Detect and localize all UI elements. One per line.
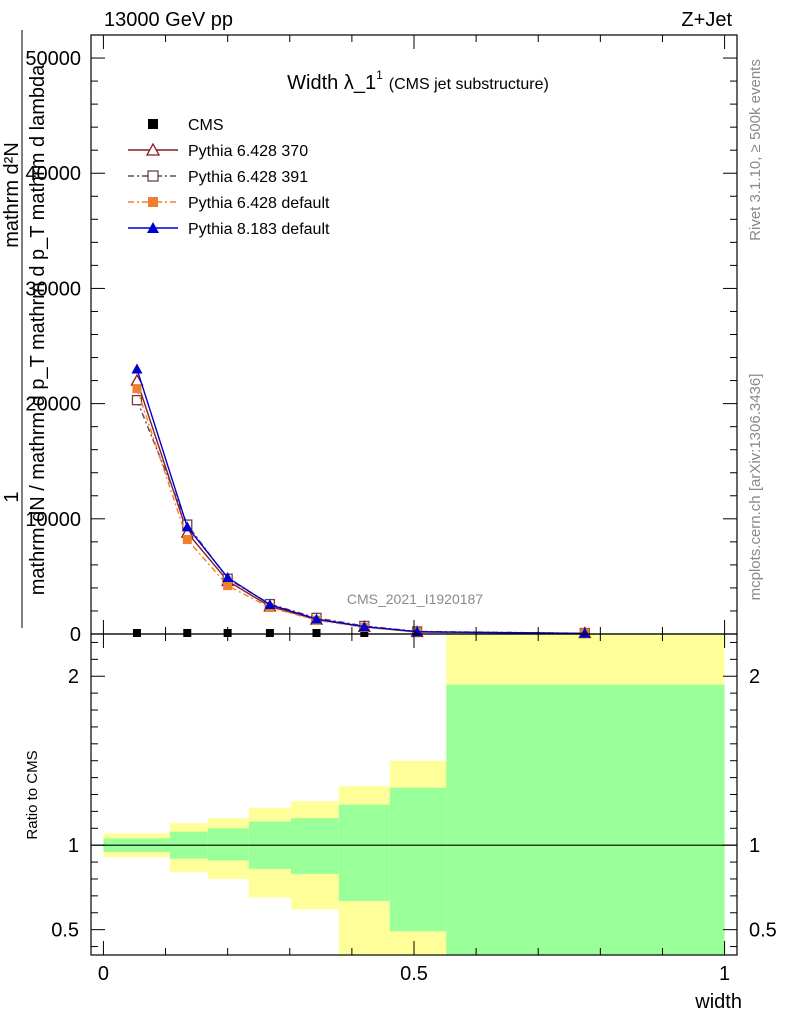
x-axis-label: width: [694, 991, 742, 1013]
legend-label-1: Pythia 6.428 370: [188, 143, 308, 160]
legend-entry-1: Pythia 6.428 370: [128, 142, 308, 160]
ratio-tick-label-right-1: 1: [749, 835, 760, 857]
point-s4-4: [310, 613, 322, 624]
rivet-version-label: Rivet 3.1.10, ≥ 500k events: [747, 59, 764, 241]
axes: 0 10000 20000 30000 40000 50000 0 0.5 1 0.5 0.5 1 1 2…: [25, 34, 777, 985]
series-line-4: [136, 368, 585, 635]
ratio-tick-label-left-2: 2: [68, 666, 79, 688]
point-s4-0: [131, 363, 143, 374]
point-s4-3: [264, 599, 276, 610]
legend-marker-0: [148, 119, 158, 129]
legend-marker-4: [147, 222, 159, 233]
header-energy-label: 13000 GeV pp: [104, 9, 233, 31]
legend-entry-3: Pythia 6.428 default: [128, 195, 330, 212]
point-s4-5: [358, 621, 370, 632]
y-tick-label-0: 0: [70, 624, 81, 646]
point-s3-2: [223, 581, 233, 591]
y-tick-label-1: 10000: [25, 509, 81, 531]
title-note: (CMS jet substructure): [389, 76, 549, 93]
svg-text:Width λ_11(CMS jet substructur: Width λ_11 (CMS jet substructure): [287, 68, 549, 94]
ratio-band-green-2: [207, 828, 249, 861]
point-s4-2: [222, 572, 234, 583]
ratio-band-green-5: [338, 804, 390, 901]
plot-title: Width λ_11 (CMS jet substructure): [287, 68, 549, 94]
y-tick-label-4: 40000: [25, 163, 81, 185]
analysis-watermark: CMS_2021_I1920187: [347, 591, 483, 607]
point-s3-0: [132, 384, 142, 394]
legend-label-3: Pythia 6.428 default: [188, 195, 330, 212]
ratio-tick-label-right-2: 2: [749, 666, 760, 688]
ratio-tick-label-left-1: 1: [68, 835, 79, 857]
point-s0-3: [265, 629, 274, 637]
header-process-label: Z+Jet: [681, 9, 732, 31]
point-s2-0: [131, 395, 143, 406]
ratio-band-green-6: [389, 787, 447, 932]
point-s4-7: [579, 627, 591, 638]
legend-entry-0: CMS: [148, 117, 224, 134]
y-axis-label-numerator: 1: [1, 491, 23, 502]
point-s0-4: [312, 629, 321, 637]
mcplots-credit-label: mcplots.cern.ch [arXiv:1306.3436]: [747, 374, 764, 601]
legend-marker-1: [145, 142, 161, 156]
title-main: Width λ_1: [287, 72, 376, 94]
y-axis-label-second-numerator: mathrm d²N: [1, 142, 23, 248]
ratio-band-green-4: [291, 818, 339, 874]
legend-marker-3: [148, 197, 158, 207]
legend-label-0: CMS: [188, 117, 224, 134]
y-tick-label-5: 50000: [25, 48, 81, 70]
ratio-y-axis-label: Ratio to CMS: [24, 750, 41, 839]
ratio-uncertainty-bands: [103, 634, 725, 955]
y-tick-label-2: 20000: [25, 394, 81, 416]
legend-entry-4: Pythia 8.183 default: [128, 221, 330, 238]
x-tick-label-0: 0: [98, 963, 109, 985]
point-s0-0: [132, 629, 141, 637]
x-tick-label-2: 1: [719, 963, 730, 985]
legend-entry-2: Pythia 6.428 391: [128, 169, 308, 186]
series-4: [131, 363, 591, 638]
title-superscript: 1: [376, 68, 383, 82]
legend-marker-2: [147, 170, 159, 182]
ratio-tick-label-left-0: 0.5: [51, 920, 79, 942]
legend-label-2: Pythia 6.428 391: [188, 169, 308, 186]
ratio-band-green-7: [446, 684, 725, 955]
point-s3-1: [182, 535, 192, 545]
y-axis-label-denominator: mathrm dN / mathrm d p_T mathrm d p_T ma…: [27, 64, 49, 595]
y-tick-label-3: 30000: [25, 278, 81, 300]
x-tick-label-1: 0.5: [400, 963, 428, 985]
point-s0-1: [183, 629, 192, 637]
ratio-tick-label-right-0: 0.5: [749, 920, 777, 942]
legend-label-4: Pythia 8.183 default: [188, 221, 330, 238]
point-s4-1: [181, 521, 193, 532]
main-y-axis-label: 1 mathrm dN / mathrm d p_T mathrm d p_T …: [1, 30, 49, 628]
legend: CMS Pythia 6.428 370 Pythia 6.428 391 Pythi…: [128, 117, 330, 238]
point-s0-5: [360, 629, 369, 637]
